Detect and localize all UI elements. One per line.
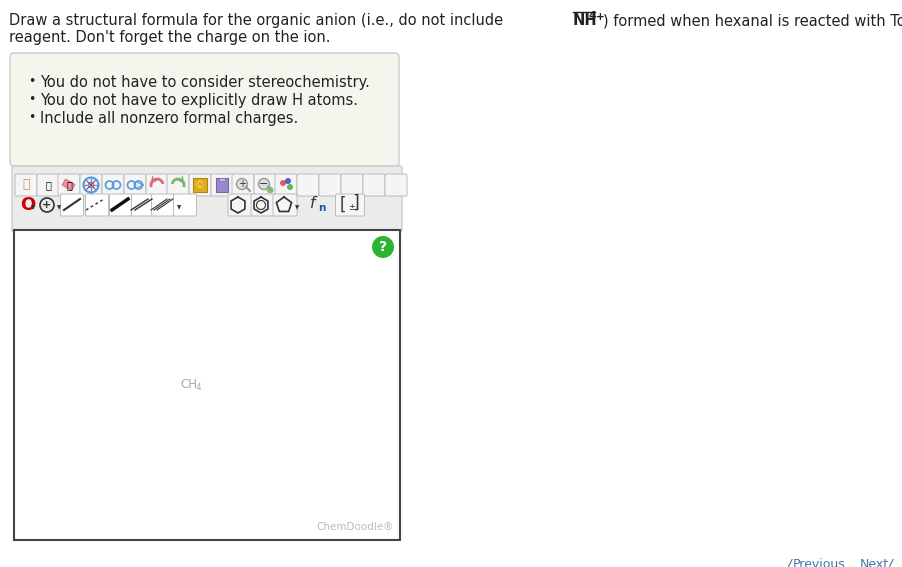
Bar xyxy=(14,230,400,540)
Bar xyxy=(62,179,75,191)
Text: You do not have to consider stereochemistry.: You do not have to consider stereochemis… xyxy=(40,75,370,90)
Text: You do not have to explicitly draw H atoms.: You do not have to explicitly draw H ato… xyxy=(40,93,357,108)
FancyBboxPatch shape xyxy=(58,174,80,196)
Circle shape xyxy=(258,179,269,189)
Text: 🧴: 🧴 xyxy=(45,180,51,190)
Text: Draw a structural formula for the organic anion (i.e., do not include: Draw a structural formula for the organi… xyxy=(9,13,507,28)
FancyBboxPatch shape xyxy=(86,194,108,216)
Bar xyxy=(219,178,225,181)
Circle shape xyxy=(266,187,273,193)
FancyBboxPatch shape xyxy=(146,174,168,196)
FancyBboxPatch shape xyxy=(15,174,37,196)
Text: n: n xyxy=(318,203,325,213)
FancyBboxPatch shape xyxy=(132,194,154,216)
FancyBboxPatch shape xyxy=(272,194,297,216)
FancyBboxPatch shape xyxy=(253,174,276,196)
FancyBboxPatch shape xyxy=(80,174,102,196)
FancyBboxPatch shape xyxy=(336,194,364,216)
Text: ©: © xyxy=(195,180,205,190)
Text: 4: 4 xyxy=(588,11,596,21)
Circle shape xyxy=(236,179,247,189)
FancyBboxPatch shape xyxy=(173,194,197,216)
Text: reagent. Don't forget the charge on the ion.: reagent. Don't forget the charge on the … xyxy=(9,30,330,45)
FancyBboxPatch shape xyxy=(102,174,124,196)
FancyBboxPatch shape xyxy=(251,194,275,216)
Text: ▼: ▼ xyxy=(177,205,181,210)
Text: −: − xyxy=(259,179,269,189)
Text: ▼: ▼ xyxy=(57,205,61,210)
Text: [: [ xyxy=(340,196,346,214)
Text: ?: ? xyxy=(379,240,387,254)
Text: Previous: Previous xyxy=(792,558,845,567)
Text: ±: ± xyxy=(347,204,354,213)
Text: 🩷: 🩷 xyxy=(66,180,72,190)
Text: +: + xyxy=(238,179,245,189)
FancyBboxPatch shape xyxy=(341,174,363,196)
Text: •: • xyxy=(28,111,35,124)
Text: ▼: ▼ xyxy=(31,205,35,210)
Text: /: / xyxy=(886,558,890,567)
Text: Next: Next xyxy=(859,558,888,567)
Text: ) formed when hexanal is reacted with Tollens: ) formed when hexanal is reacted with To… xyxy=(603,13,902,28)
FancyBboxPatch shape xyxy=(232,174,253,196)
Text: f: f xyxy=(309,196,315,210)
Circle shape xyxy=(285,178,290,184)
FancyBboxPatch shape xyxy=(275,174,297,196)
Text: •: • xyxy=(28,75,35,88)
Text: +: + xyxy=(42,200,51,210)
FancyBboxPatch shape xyxy=(363,174,384,196)
Bar xyxy=(193,178,207,192)
FancyBboxPatch shape xyxy=(60,194,83,216)
Text: NH: NH xyxy=(573,13,597,28)
Text: ✋: ✋ xyxy=(23,177,30,191)
Text: ]: ] xyxy=(347,194,359,212)
Text: 4: 4 xyxy=(196,383,201,392)
Circle shape xyxy=(280,180,286,186)
Text: +: + xyxy=(595,12,604,22)
Text: /: / xyxy=(785,558,790,567)
FancyBboxPatch shape xyxy=(318,174,341,196)
FancyBboxPatch shape xyxy=(384,174,407,196)
Text: O: O xyxy=(20,196,35,214)
FancyBboxPatch shape xyxy=(297,174,318,196)
Text: Include all nonzero formal charges.: Include all nonzero formal charges. xyxy=(40,111,298,126)
FancyBboxPatch shape xyxy=(124,174,146,196)
FancyBboxPatch shape xyxy=(37,174,59,196)
Text: ▼: ▼ xyxy=(295,205,299,210)
FancyBboxPatch shape xyxy=(167,174,189,196)
Text: CH: CH xyxy=(179,379,197,391)
FancyBboxPatch shape xyxy=(189,174,211,196)
FancyBboxPatch shape xyxy=(109,194,133,216)
Circle shape xyxy=(372,236,393,258)
FancyBboxPatch shape xyxy=(10,53,399,166)
FancyBboxPatch shape xyxy=(227,194,252,216)
FancyBboxPatch shape xyxy=(12,166,401,232)
FancyBboxPatch shape xyxy=(211,174,233,196)
FancyBboxPatch shape xyxy=(152,194,174,216)
Circle shape xyxy=(287,184,292,190)
Text: ChemDoodle®: ChemDoodle® xyxy=(316,522,393,532)
Bar xyxy=(216,178,227,192)
Text: •: • xyxy=(28,93,35,106)
